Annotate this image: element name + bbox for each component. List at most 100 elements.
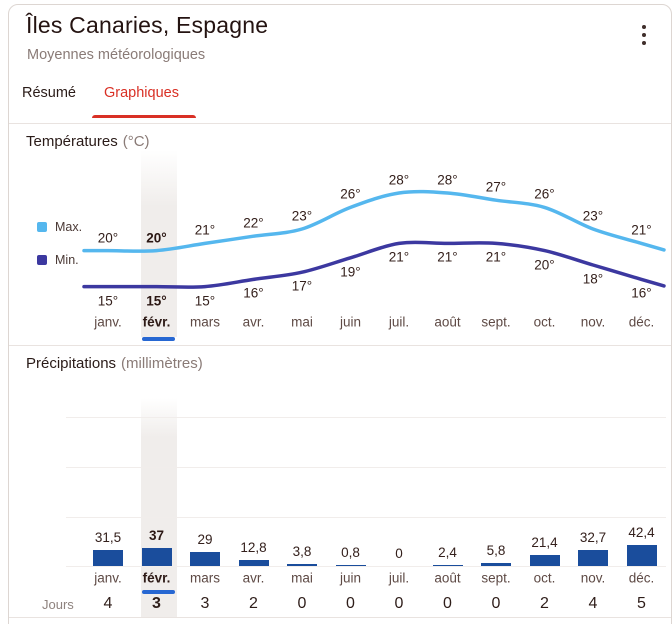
tab-graphiques[interactable]: Graphiques (104, 85, 179, 101)
max-temp-label: 27° (485, 179, 507, 195)
precip-month-label[interactable]: avr. (242, 570, 265, 586)
precip-month-label[interactable]: juil. (388, 570, 410, 586)
temp-month-label[interactable]: sept. (481, 314, 511, 330)
section-divider (9, 345, 671, 346)
min-temp-label: 20° (534, 257, 555, 273)
precip-bar[interactable] (432, 564, 463, 566)
precip-month-label[interactable]: janv. (94, 570, 122, 586)
selected-month-column-precipitation (141, 398, 177, 617)
precip-bar[interactable] (626, 544, 657, 566)
temperature-title-text: Températures (26, 133, 118, 150)
min-temp-label: 15° (194, 293, 216, 309)
precip-value-label: 2,4 (438, 544, 457, 560)
precip-bar[interactable] (238, 559, 269, 566)
precip-month-label[interactable]: oct. (533, 570, 556, 586)
min-temp-label: 15° (146, 293, 167, 309)
temp-month-label[interactable]: janv. (94, 314, 122, 330)
temp-month-label[interactable]: août (434, 314, 461, 330)
temp-month-label[interactable]: nov. (580, 314, 606, 330)
precipitation-title-text: Précipitations (26, 355, 117, 372)
temp-month-label[interactable]: oct. (533, 314, 556, 330)
precip-gridline (66, 417, 666, 418)
precip-month-label[interactable]: juin (339, 570, 362, 586)
precip-bar[interactable] (529, 555, 560, 566)
precip-value-label: 0,8 (341, 545, 360, 560)
days-value: 0 (297, 595, 307, 612)
kebab-menu-icon[interactable] (638, 25, 650, 45)
max-temp-label: 21° (631, 222, 652, 238)
active-tab-underline (92, 115, 196, 118)
days-row-label: Jours (42, 597, 74, 612)
precip-bar[interactable] (287, 564, 317, 566)
min-temp-label: 17° (291, 278, 313, 294)
days-value: 4 (588, 595, 598, 612)
max-temp-label: 21° (194, 222, 216, 238)
days-value: 2 (540, 595, 549, 612)
min-legend-label: Min. (55, 253, 79, 267)
precip-gridline (66, 467, 666, 468)
days-value: 3 (152, 595, 161, 612)
max-temp-label: 28° (388, 172, 410, 188)
precip-value-label: 21,4 (531, 535, 558, 551)
precip-gridline (66, 566, 666, 567)
precip-month-label[interactable]: févr. (142, 570, 171, 586)
temp-month-label[interactable]: févr. (142, 314, 171, 330)
tab-resume[interactable]: Résumé (22, 85, 76, 101)
bottom-divider (9, 617, 671, 618)
temperature-section-title: Températures (°C) (26, 133, 150, 150)
precip-value-label: 42,4 (628, 524, 655, 540)
precip-value-label: 5,8 (486, 543, 506, 559)
precip-value-label: 0 (395, 546, 403, 561)
precip-month-label[interactable]: août (434, 570, 461, 586)
tabs-divider (9, 123, 671, 124)
precip-bar[interactable] (190, 551, 220, 566)
temp-month-label[interactable]: avr. (242, 314, 265, 330)
max-temperature-line (82, 189, 666, 253)
temp-month-label[interactable]: juil. (388, 314, 410, 330)
max-temp-label: 23° (291, 208, 313, 224)
selected-month-underline-temperature (142, 337, 175, 341)
max-temp-label: 20° (146, 230, 167, 246)
page-subtitle: Moyennes météorologiques (27, 47, 206, 63)
precip-bar[interactable] (141, 547, 172, 566)
precip-value-label: 29 (197, 531, 213, 547)
precip-value-label: 31,5 (94, 530, 122, 546)
temp-month-label[interactable]: mars (190, 314, 220, 330)
days-value: 0 (491, 595, 501, 612)
days-value: 0 (443, 595, 452, 612)
max-temp-label: 22° (243, 215, 264, 231)
min-temp-label: 21° (437, 249, 458, 265)
max-temp-label: 26° (534, 186, 555, 202)
precip-month-label[interactable]: nov. (580, 570, 606, 586)
legend-max: Max. (37, 220, 82, 234)
days-value: 2 (249, 595, 258, 612)
precip-value-label: 32,7 (579, 529, 607, 545)
precip-value-label: 37 (148, 527, 165, 543)
temp-month-label[interactable]: déc. (628, 314, 655, 330)
precip-bar[interactable] (481, 563, 511, 566)
min-temp-label: 15° (97, 293, 119, 309)
min-temp-label: 19° (340, 264, 361, 280)
min-temp-label: 16° (243, 285, 264, 301)
days-value: 0 (346, 595, 355, 612)
precipitation-section-title: Précipitations (millimètres) (26, 355, 203, 372)
days-value: 4 (103, 595, 113, 612)
precip-month-label[interactable]: mai (291, 570, 313, 586)
precip-bar[interactable] (335, 565, 366, 566)
precip-bar[interactable] (93, 550, 123, 566)
days-value: 0 (394, 595, 404, 612)
precip-bar[interactable] (578, 549, 608, 566)
days-value: 3 (200, 595, 210, 612)
temp-month-label[interactable]: juin (339, 314, 362, 330)
precip-month-label[interactable]: sept. (481, 570, 511, 586)
kebab-dot (642, 41, 646, 45)
temp-month-label[interactable]: mai (291, 314, 313, 330)
selected-month-column-temperature (141, 150, 177, 337)
precip-month-label[interactable]: mars (190, 570, 220, 586)
min-temp-label: 18° (582, 271, 604, 287)
precipitation-unit-text: (millimètres) (121, 355, 203, 372)
precip-month-label[interactable]: déc. (628, 570, 655, 586)
precip-value-label: 12,8 (240, 539, 267, 555)
